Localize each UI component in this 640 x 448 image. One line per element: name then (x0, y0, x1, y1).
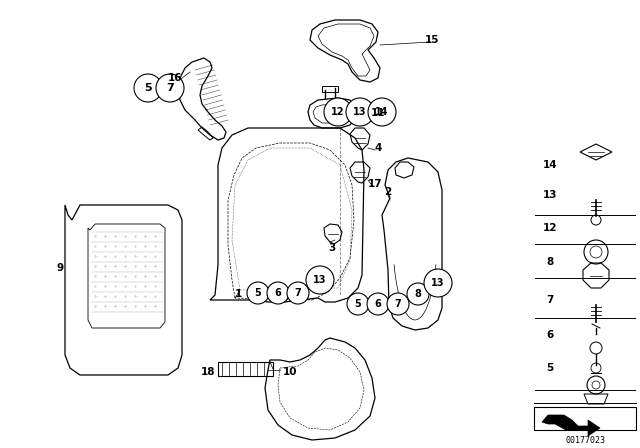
Circle shape (306, 266, 334, 294)
Text: 16: 16 (168, 73, 182, 83)
Text: 9: 9 (56, 263, 63, 273)
Text: 6: 6 (374, 299, 381, 309)
Circle shape (368, 98, 396, 126)
Text: 2: 2 (385, 187, 392, 197)
Circle shape (134, 74, 162, 102)
Text: 5: 5 (144, 83, 152, 93)
Text: 7: 7 (166, 83, 174, 93)
Bar (322, 86, 338, 92)
Text: 8: 8 (547, 257, 554, 267)
Text: 6: 6 (547, 330, 554, 340)
Circle shape (324, 98, 352, 126)
Text: 12: 12 (332, 107, 345, 117)
Text: 3: 3 (328, 243, 335, 253)
Text: 14: 14 (375, 107, 388, 117)
Circle shape (407, 283, 429, 305)
Circle shape (387, 293, 409, 315)
Text: 8: 8 (415, 289, 421, 299)
Polygon shape (542, 415, 600, 436)
Circle shape (267, 282, 289, 304)
Circle shape (347, 293, 369, 315)
Text: 13: 13 (431, 278, 445, 288)
Text: 11: 11 (371, 108, 385, 118)
Text: 17: 17 (368, 179, 382, 189)
Text: 1: 1 (234, 289, 242, 299)
Text: 10: 10 (283, 367, 297, 377)
Text: 13: 13 (543, 190, 557, 200)
Text: 14: 14 (543, 160, 557, 170)
Text: 7: 7 (294, 288, 301, 298)
Text: 13: 13 (313, 275, 327, 285)
Text: 12: 12 (543, 223, 557, 233)
Circle shape (424, 269, 452, 297)
Circle shape (156, 74, 184, 102)
Text: 13: 13 (353, 107, 367, 117)
Text: 18: 18 (201, 367, 215, 377)
Circle shape (367, 293, 389, 315)
Text: 6: 6 (275, 288, 282, 298)
Bar (534, 407, 636, 430)
Text: 4: 4 (374, 143, 381, 153)
Circle shape (346, 98, 374, 126)
Text: 5: 5 (355, 299, 362, 309)
Text: 5: 5 (547, 363, 554, 373)
Text: 00177023: 00177023 (565, 435, 605, 444)
Text: 15: 15 (425, 35, 439, 45)
Text: 5: 5 (255, 288, 261, 298)
Circle shape (247, 282, 269, 304)
Bar (218, 362, 273, 376)
Text: 7: 7 (547, 295, 554, 305)
Text: 7: 7 (395, 299, 401, 309)
Circle shape (287, 282, 309, 304)
